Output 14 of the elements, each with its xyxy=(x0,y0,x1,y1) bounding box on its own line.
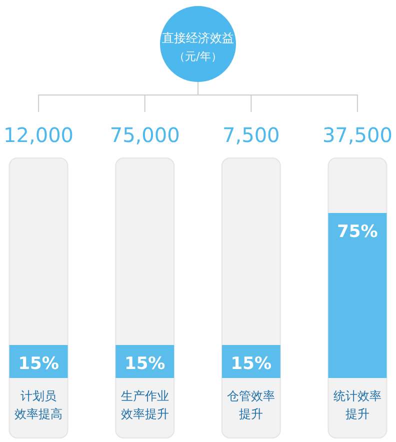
data-label: 15% xyxy=(124,354,166,374)
x-tick-label: 仓管效率提升 xyxy=(227,389,276,421)
text: 37,500 xyxy=(322,123,392,147)
x-tick-label: 计划员效率提高 xyxy=(14,389,63,421)
data-label: 15% xyxy=(18,354,59,374)
data-label: 75% xyxy=(337,222,378,242)
text: 7,500 xyxy=(222,123,280,147)
x-tick-label: 生产作业效率提升 xyxy=(120,389,169,421)
text: 75,000 xyxy=(110,123,180,147)
chart-subtitle: （元/年） xyxy=(174,50,222,63)
data-label: 15% xyxy=(230,354,272,374)
x-tick-label: 统计效率提升 xyxy=(333,389,382,421)
text: 12,000 xyxy=(4,123,74,147)
chart-title: 直接经济效益 xyxy=(162,31,234,45)
